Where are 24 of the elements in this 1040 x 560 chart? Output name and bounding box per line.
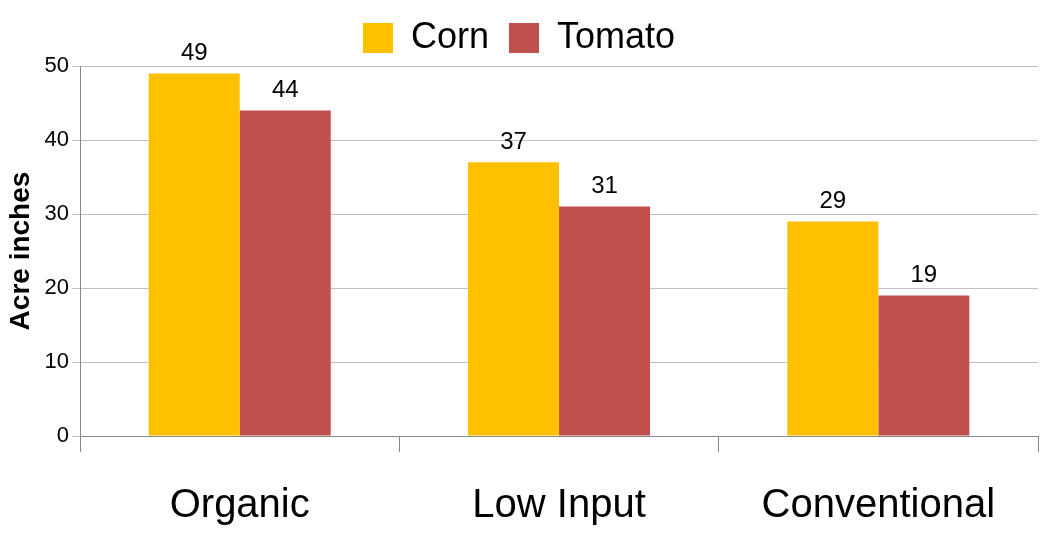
bar: [559, 206, 651, 436]
y-tick-label: 30: [44, 200, 70, 226]
x-tick-label: Conventional: [761, 481, 996, 526]
legend-label: Tomato: [556, 14, 676, 56]
y-axis-title: Acre inches: [3, 171, 35, 331]
data-label: 29: [819, 186, 847, 214]
data-label: 44: [271, 75, 299, 103]
data-label: 31: [591, 171, 618, 199]
y-tick-label: 50: [44, 52, 70, 78]
data-label: 49: [180, 38, 208, 66]
x-tick-label: Low Input: [472, 481, 646, 526]
bar: [878, 295, 970, 436]
bar: [239, 110, 331, 436]
legend-label: Corn: [410, 14, 489, 56]
y-tick-label: 0: [56, 422, 70, 448]
data-label: 37: [500, 126, 527, 154]
y-tick-label: 20: [44, 274, 70, 300]
y-tick-label: 40: [44, 126, 70, 152]
y-tick-label: 10: [44, 348, 70, 374]
bar: [468, 162, 560, 436]
data-label: 19: [910, 260, 938, 288]
bar: [148, 73, 240, 436]
bar: [787, 221, 879, 436]
x-tick-label: Organic: [169, 481, 310, 526]
